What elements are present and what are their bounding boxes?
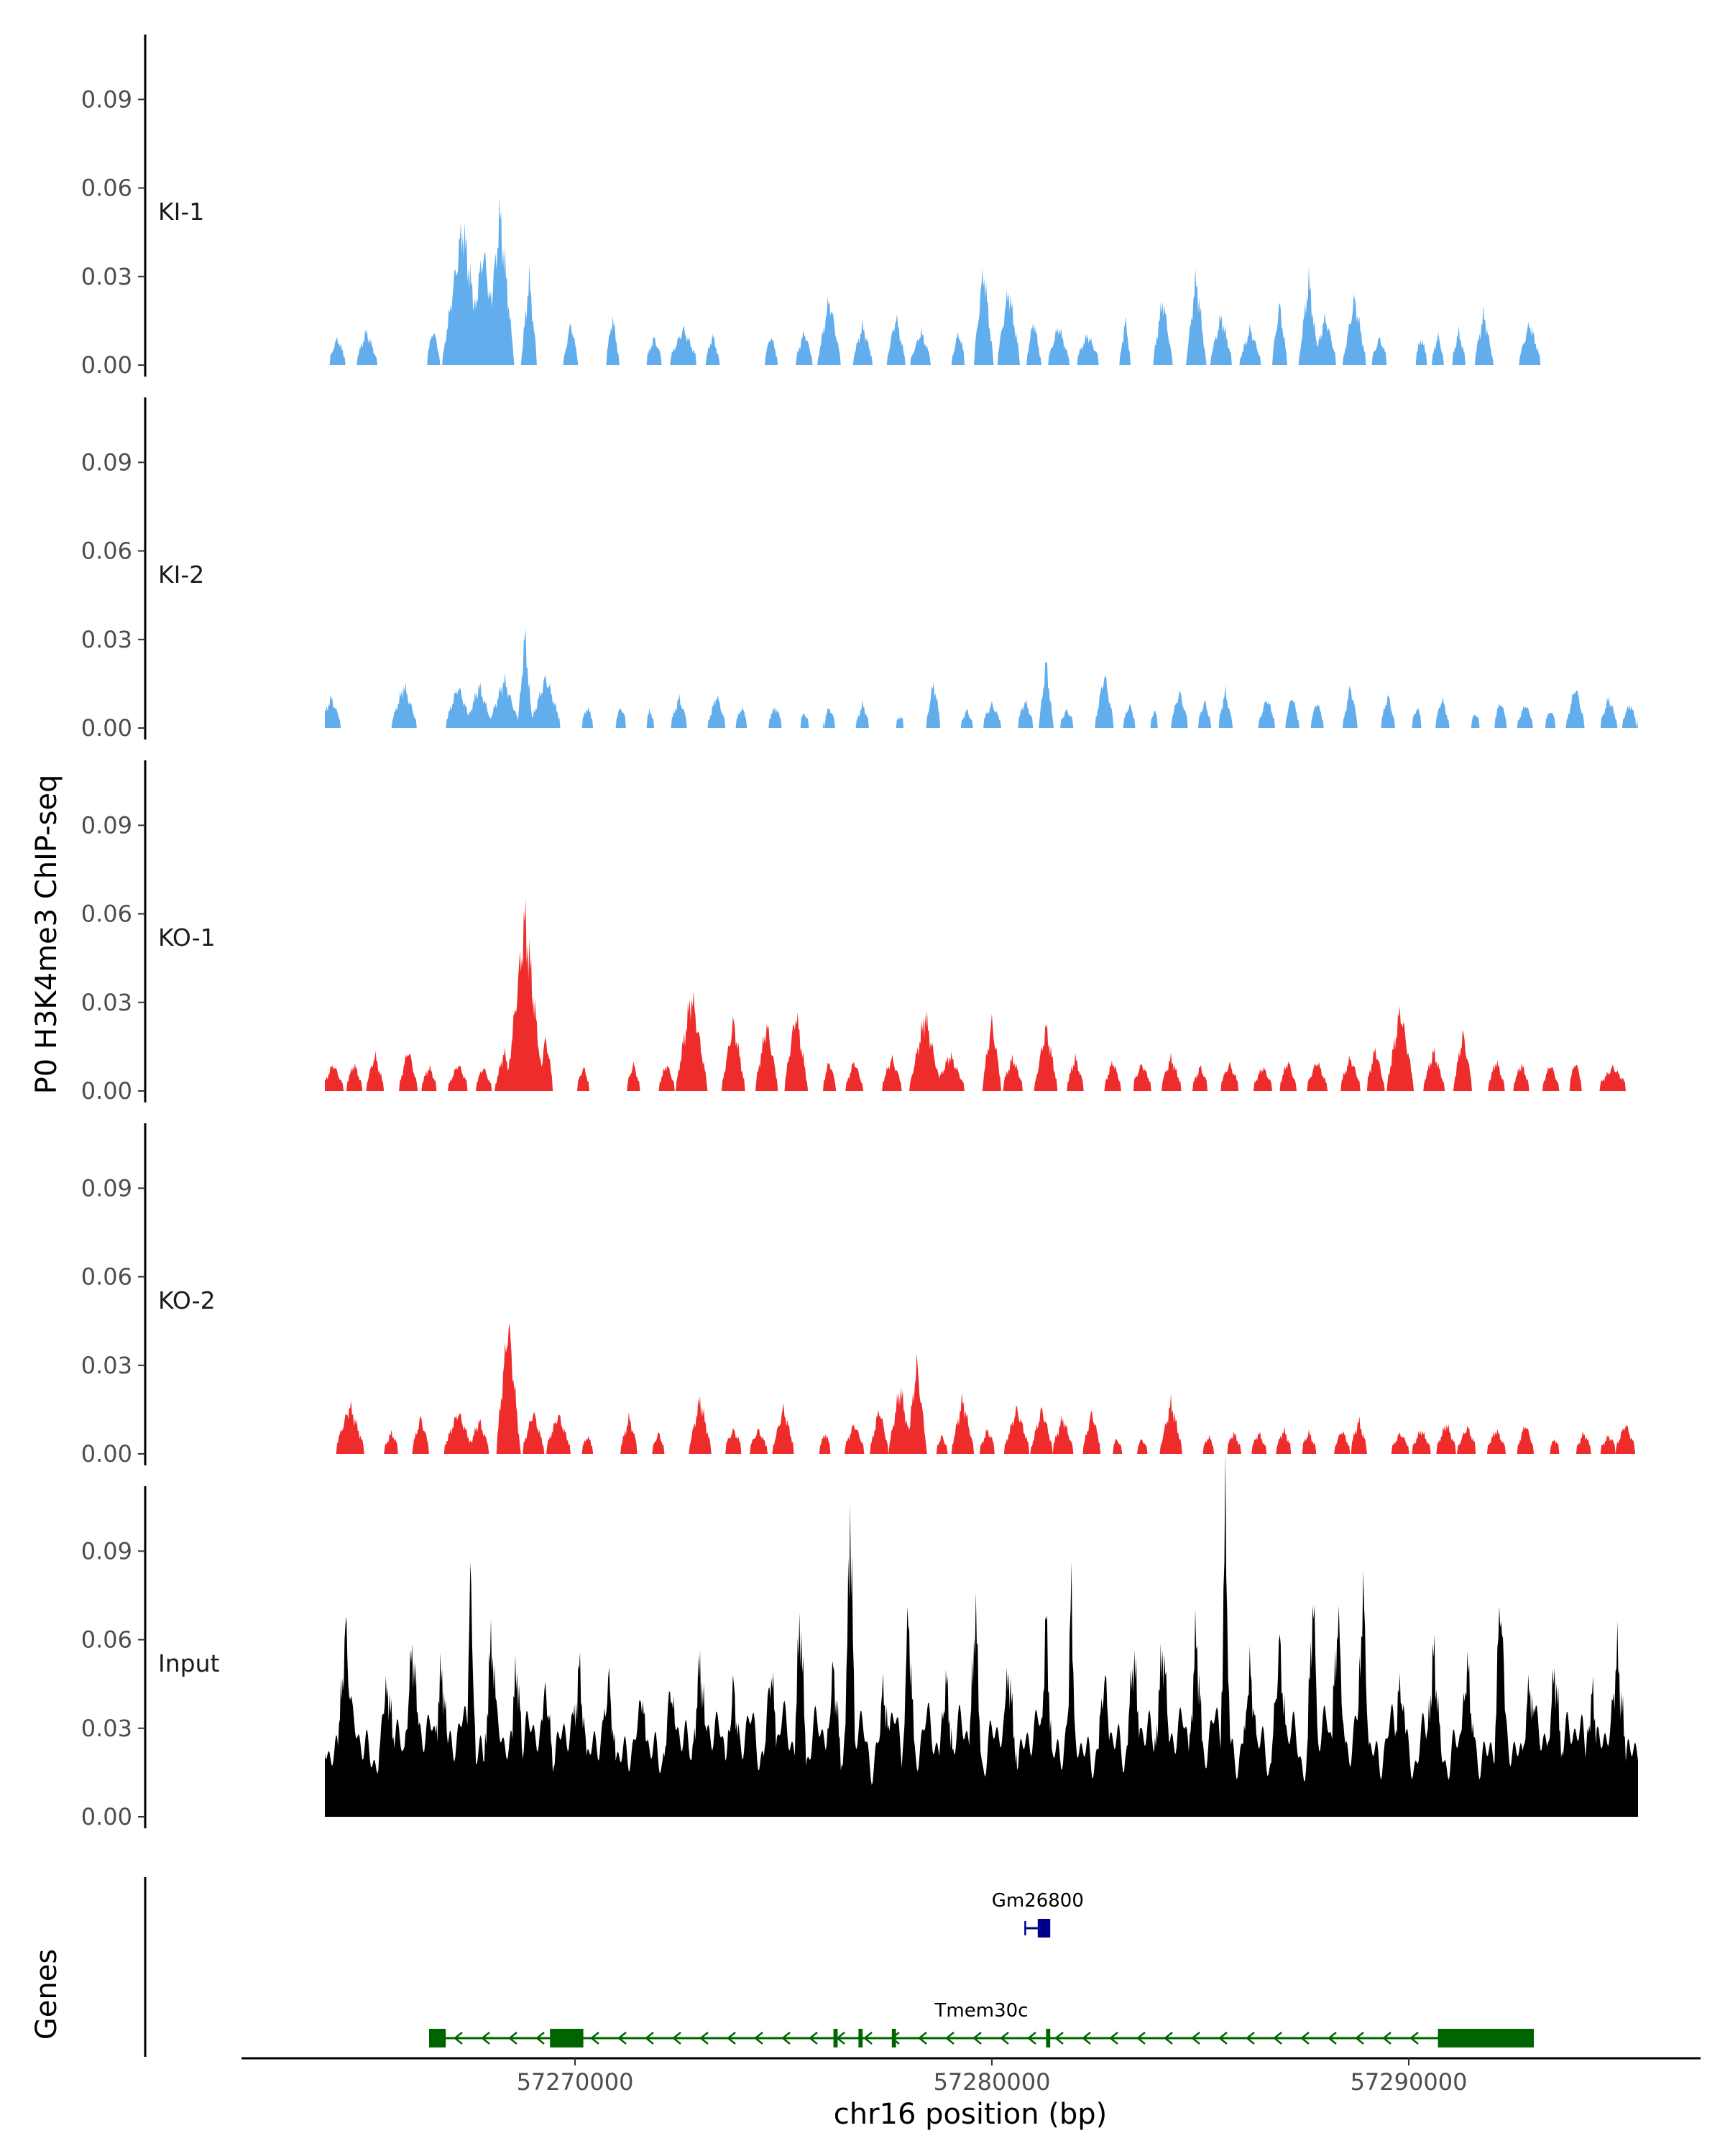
strand-arrow xyxy=(1245,2032,1255,2045)
x-tick-label: 57290000 xyxy=(1351,2068,1468,2096)
y-tick-label: 0.00 xyxy=(81,351,132,379)
y-tick-label: 0.06 xyxy=(81,1626,132,1654)
signal-area xyxy=(325,898,1638,1091)
exon xyxy=(891,2029,896,2047)
y-tick-label: 0.03 xyxy=(81,263,132,290)
strand-arrow xyxy=(944,2032,954,2045)
y-tick-label: 0.03 xyxy=(81,989,132,1016)
gene-label: Tmem30c xyxy=(934,2000,1029,2022)
y-tick-label: 0.09 xyxy=(81,1537,132,1565)
y-tick-label: 0.06 xyxy=(81,1263,132,1291)
x-axis: 57270000 57280000 57290000 xyxy=(242,2057,1701,2096)
strand-arrow xyxy=(862,2032,873,2045)
strand-arrow xyxy=(1081,2032,1091,2045)
strand-arrow xyxy=(1272,2032,1282,2045)
strand-arrow xyxy=(480,2032,490,2045)
y-axis-title: P0 H3K4me3 ChIP-seq xyxy=(30,775,63,1095)
y-tick-label: 0.09 xyxy=(81,448,132,476)
y-tick-label: 0.09 xyxy=(81,86,132,113)
strand-arrow xyxy=(507,2032,518,2045)
genes-axis-title: Genes xyxy=(30,1949,63,2040)
y-tick-label: 0.06 xyxy=(81,538,132,565)
strand-arrow xyxy=(1190,2032,1200,2045)
strand-arrow xyxy=(1327,2032,1337,2045)
strand-arrow xyxy=(1300,2032,1310,2045)
strand-arrow xyxy=(617,2032,627,2045)
track-label: Input xyxy=(158,1649,220,1677)
coverage-tracks: 0.00 0.03 0.06 0.09 KI-1 0.00 0.03 0.06 0.09 KI-2… xyxy=(81,34,1638,1830)
track-ko-1: 0.00 0.03 0.06 0.09 KO-1 xyxy=(81,760,1638,1105)
exon xyxy=(1046,2029,1051,2047)
strand-arrow xyxy=(917,2032,927,2045)
exon xyxy=(858,2029,863,2047)
track-ko-2: 0.00 0.03 0.06 0.09 KO-2 xyxy=(81,1123,1638,1468)
strand-arrow xyxy=(753,2032,763,2045)
signal-area xyxy=(325,196,1638,365)
y-tick-label: 0.03 xyxy=(81,1715,132,1742)
x-axis-title: chr16 position (bp) xyxy=(834,2098,1108,2131)
genes-panel: Gm26800 Tmem30c xyxy=(144,1877,1534,2057)
gene-gm26800: Gm26800 xyxy=(992,1890,1084,1938)
gene-label: Gm26800 xyxy=(992,1890,1084,1912)
track-label: KI-1 xyxy=(158,198,204,226)
strand-arrow xyxy=(1136,2032,1146,2045)
y-tick-label: 0.00 xyxy=(81,714,132,742)
exon xyxy=(550,2029,584,2047)
strand-arrow xyxy=(726,2032,736,2045)
y-tick-label: 0.06 xyxy=(81,900,132,928)
strand-arrow xyxy=(644,2032,654,2045)
track-ki-2: 0.00 0.03 0.06 0.09 KI-2 xyxy=(81,397,1638,742)
strand-arrow xyxy=(1354,2032,1364,2045)
y-tick-label: 0.03 xyxy=(81,626,132,653)
x-tick-label: 57280000 xyxy=(934,2068,1051,2096)
strand-arrow xyxy=(1218,2032,1228,2045)
y-tick-label: 0.09 xyxy=(81,1174,132,1202)
strand-arrow xyxy=(1054,2032,1064,2045)
strand-arrow xyxy=(972,2032,982,2045)
gene-tmem30c: Tmem30c xyxy=(429,2000,1534,2047)
y-tick-label: 0.09 xyxy=(81,811,132,839)
exon xyxy=(1037,1919,1051,1938)
y-tick-label: 0.06 xyxy=(81,175,132,202)
strand-arrow xyxy=(453,2032,463,2045)
signal-area xyxy=(325,1452,1638,1817)
strand-arrow xyxy=(589,2032,599,2045)
exon xyxy=(429,2029,446,2047)
strand-arrow xyxy=(808,2032,818,2045)
strand-arrow xyxy=(535,2032,545,2045)
track-label: KO-1 xyxy=(158,923,216,952)
strand-arrow xyxy=(699,2032,709,2045)
exon xyxy=(1438,2029,1534,2047)
track-input: 0.00 0.03 0.06 0.09 Input xyxy=(81,1452,1638,1830)
strand-arrow xyxy=(781,2032,791,2045)
x-tick-label: 57270000 xyxy=(517,2068,634,2096)
y-tick-label: 0.00 xyxy=(81,1440,132,1468)
strand-arrow xyxy=(671,2032,681,2045)
track-label: KO-2 xyxy=(158,1286,216,1314)
strand-arrow xyxy=(1108,2032,1118,2045)
y-tick-label: 0.03 xyxy=(81,1352,132,1379)
track-ki-1: 0.00 0.03 0.06 0.09 KI-1 xyxy=(81,34,1638,379)
track-label: KI-2 xyxy=(158,561,204,589)
exon xyxy=(833,2029,838,2047)
y-tick-label: 0.00 xyxy=(81,1077,132,1105)
strand-arrow xyxy=(1409,2032,1419,2045)
strand-arrow xyxy=(1381,2032,1392,2045)
strand-arrow xyxy=(1163,2032,1173,2045)
signal-area xyxy=(325,628,1638,728)
strand-arrow xyxy=(1026,2032,1036,2045)
y-tick-label: 0.00 xyxy=(81,1803,132,1830)
strand-arrow xyxy=(999,2032,1009,2045)
signal-area xyxy=(325,1323,1638,1454)
